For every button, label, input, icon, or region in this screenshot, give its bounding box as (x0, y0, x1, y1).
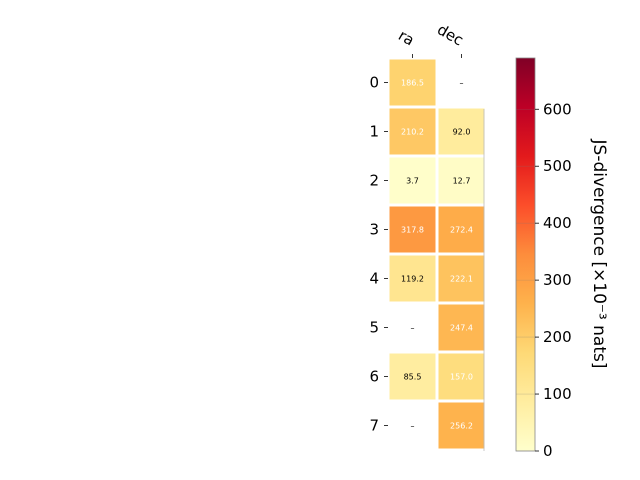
cell-value-label: 85.5 (404, 373, 422, 382)
cell-value-label: 210.2 (401, 128, 424, 137)
cell-value-label: 119.2 (401, 275, 424, 284)
column-tick-label-ra: ra (395, 26, 417, 49)
cell-value-label: 92.0 (453, 128, 471, 137)
column-ticks: ra dec (395, 20, 467, 58)
cell-value-label: – (460, 79, 464, 88)
row-tick-label-7: 7 (369, 417, 379, 435)
cell-value-label: – (411, 422, 415, 431)
column-tick-label-dec: dec (434, 20, 466, 49)
row-tick-label-1: 1 (369, 123, 379, 141)
heatmap-cell-dec-5 (438, 304, 485, 351)
colorbar-ticks: 0 100 200 300 400 500 600 (516, 100, 572, 460)
cell-value-label: 256.2 (450, 422, 473, 431)
heatmap-cell-ra-3 (389, 206, 436, 253)
row-tick-label-5: 5 (369, 319, 379, 337)
heatmap-cells: 186.5 – 210.2 92.0 3.7 12.7 317.8 272.4 119.2 222… (389, 59, 485, 451)
colorbar (515, 57, 536, 452)
cell-value-label: 157.0 (450, 373, 473, 382)
heatmap-cell-dec-2 (438, 157, 485, 204)
heatmap-cell-ra-2 (389, 157, 436, 204)
cell-value-label: 186.5 (401, 79, 424, 88)
row-tick-label-6: 6 (369, 368, 379, 386)
heatmap-cell-dec-1 (438, 108, 485, 155)
colorbar-tick-label: 600 (543, 100, 572, 118)
colorbar-tick-label: 100 (543, 385, 572, 403)
row-tick-label-3: 3 (369, 221, 379, 239)
cell-value-label: 12.7 (453, 177, 471, 186)
cell-value-label: 247.4 (450, 324, 473, 333)
row-ticks: 0 1 2 3 4 5 6 7 (369, 74, 388, 435)
heatmap-cell-ra-6 (389, 353, 436, 400)
heatmap-cell-dec-6 (438, 353, 485, 400)
row-tick-label-0: 0 (369, 74, 379, 92)
colorbar-tick-label: 500 (543, 157, 572, 175)
colorbar-tick-label: 400 (543, 214, 572, 232)
heatmap-cell-ra-4 (389, 255, 436, 302)
heatmap-cell-ra-0 (389, 59, 436, 106)
cell-value-label: 317.8 (401, 226, 424, 235)
row-tick-label-4: 4 (369, 270, 379, 288)
cell-value-label: 3.7 (406, 177, 419, 186)
heatmap-cell-dec-7 (438, 402, 485, 449)
colorbar-tick-label: 300 (543, 271, 572, 289)
row-tick-label-2: 2 (369, 172, 379, 190)
heatmap-cell-dec-4 (438, 255, 485, 302)
cell-value-label: 272.4 (450, 226, 473, 235)
heatmap-cell-dec-3 (438, 206, 485, 253)
colorbar-tick-label: 200 (543, 328, 572, 346)
cell-value-label: 222.1 (450, 275, 473, 284)
heatmap-cell-ra-1 (389, 108, 436, 155)
colorbar-tick-label: 0 (543, 442, 553, 460)
colorbar-label: JS-divergence [×10⁻³ nats] (589, 139, 609, 369)
cell-value-label: – (411, 324, 415, 333)
